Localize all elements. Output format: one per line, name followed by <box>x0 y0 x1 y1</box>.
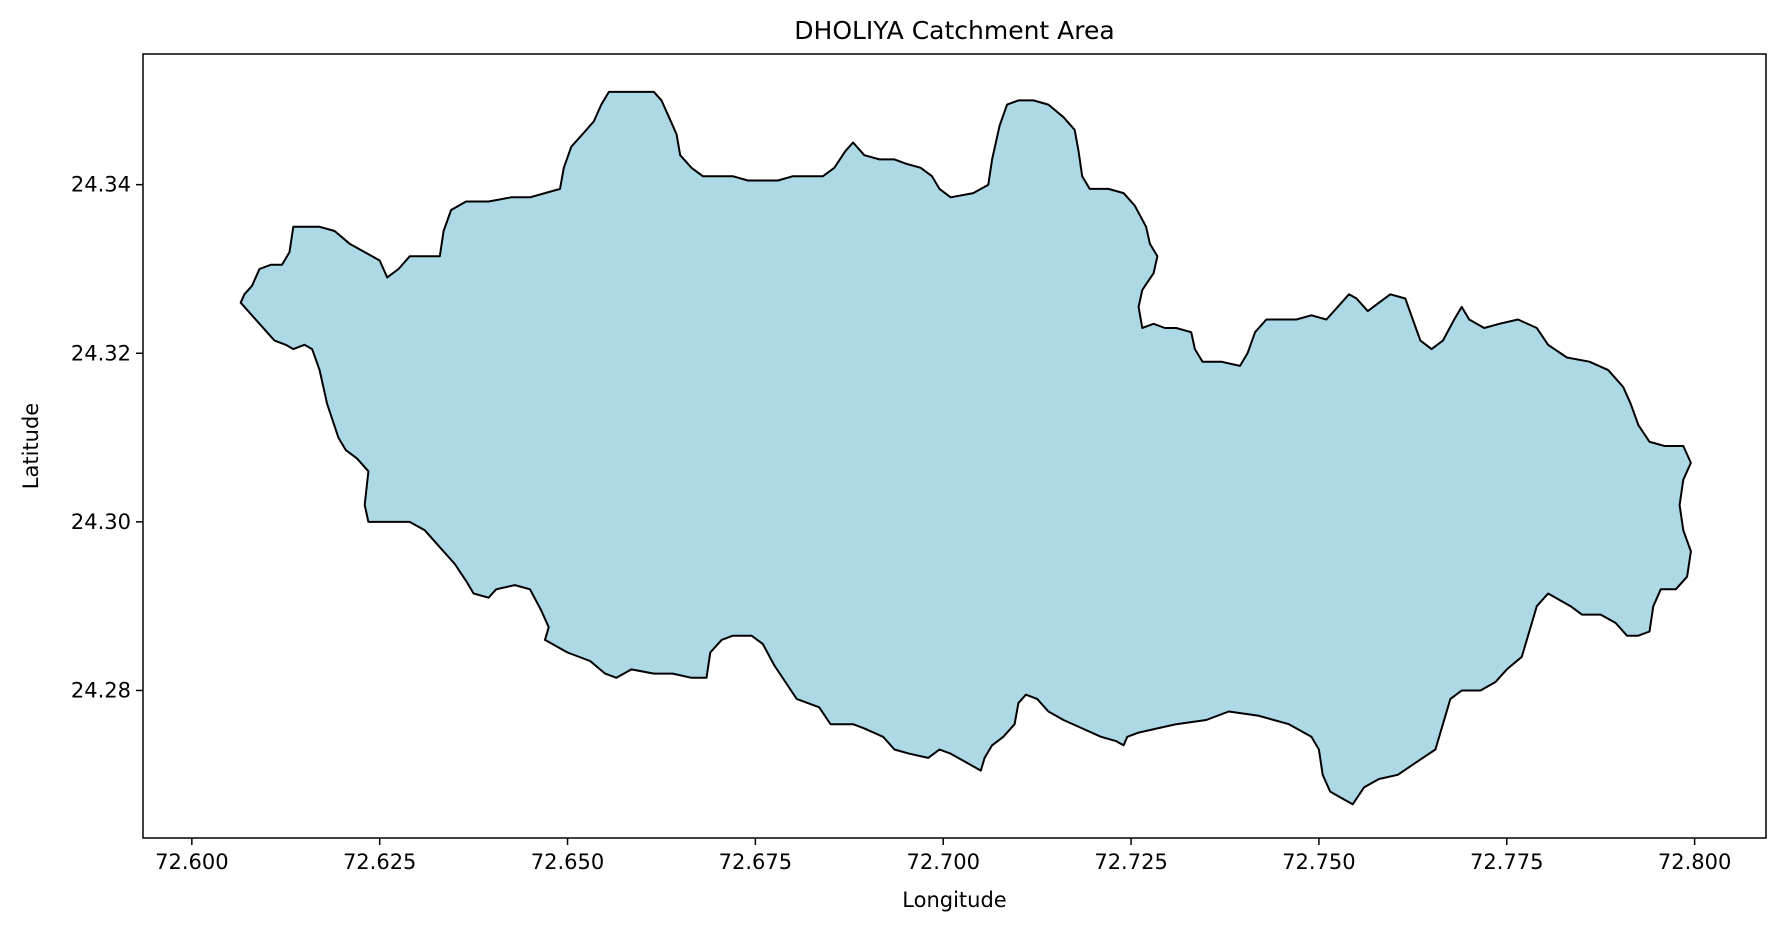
plot-area <box>142 53 1767 839</box>
plot-frame <box>142 53 1767 839</box>
x-axis-label: Longitude <box>902 888 1006 912</box>
x-tick-label: 72.700 <box>906 850 979 874</box>
x-tick-label: 72.775 <box>1470 850 1543 874</box>
x-axis-ticks: 72.600 72.625 72.650 72.675 72.700 72.725 72.7… <box>155 838 1731 874</box>
x-tick-label: 72.750 <box>1282 850 1355 874</box>
y-axis-label: Latitude <box>19 403 43 489</box>
x-tick-label: 72.725 <box>1094 850 1167 874</box>
x-tick-label: 72.625 <box>343 850 416 874</box>
y-tick-label: 24.32 <box>71 341 131 365</box>
y-tick-label: 24.28 <box>71 678 131 702</box>
x-tick-label: 72.800 <box>1658 850 1731 874</box>
x-tick-label: 72.600 <box>155 850 228 874</box>
y-tick-label: 24.30 <box>71 510 131 534</box>
catchment-polygon[interactable] <box>239 90 1692 806</box>
x-tick-label: 72.675 <box>719 850 792 874</box>
y-tick-label: 24.34 <box>71 173 131 197</box>
map-title: DHOLIYA Catchment Area <box>794 16 1114 45</box>
y-axis-ticks: 24.28 24.30 24.32 24.34 <box>71 173 143 702</box>
x-tick-label: 72.650 <box>531 850 604 874</box>
